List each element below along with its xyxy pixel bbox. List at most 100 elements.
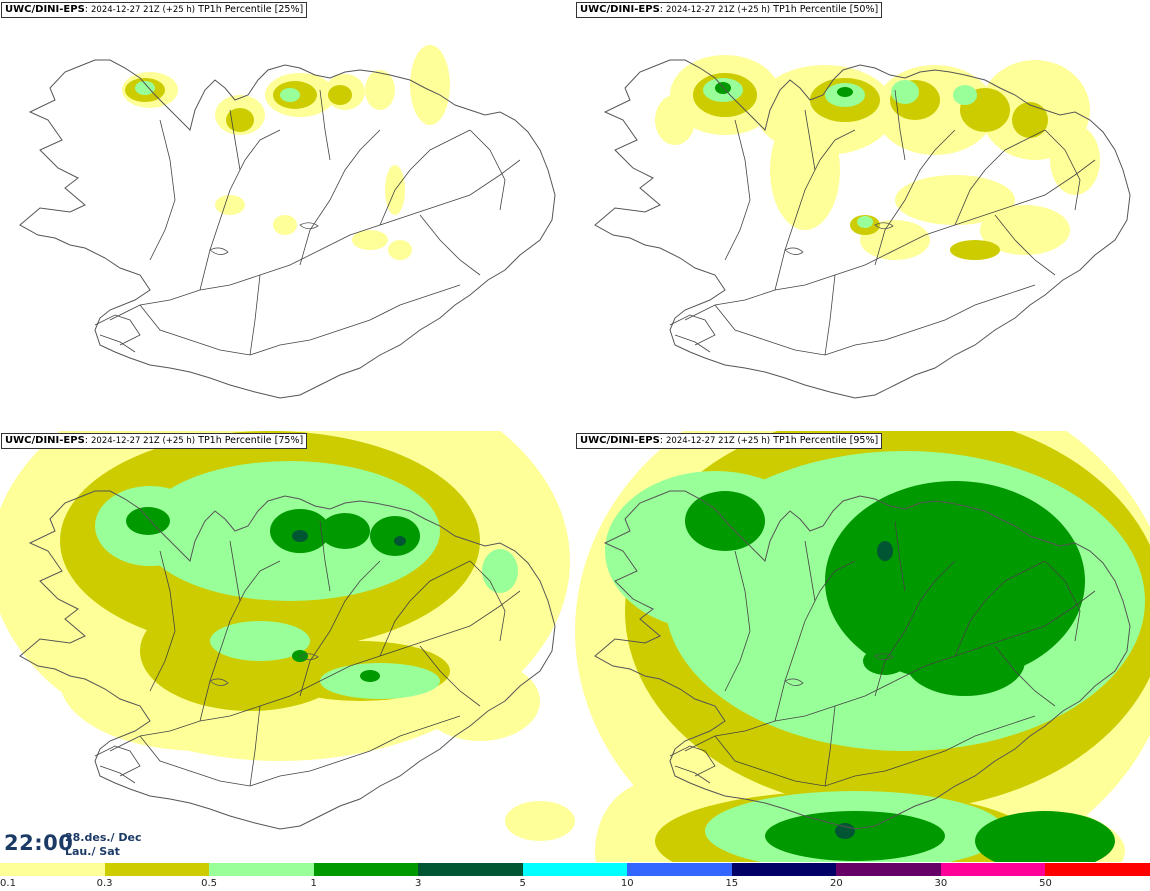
color-legend: 0.1 0.3 0.5 1 3 5 10 15 20 30 50 [0,863,1150,891]
coastline [594,490,1131,830]
road-line [714,284,1036,356]
road-line [379,560,471,657]
road-line [669,314,716,346]
precip-green-area [975,811,1115,862]
precip-yellow-area [655,95,695,145]
precip-green-area [765,811,945,861]
road-line [249,705,261,787]
legend-label: 0.1 [0,878,16,889]
precip-lightgreen-area [891,80,919,104]
map-p25 [19,45,556,399]
road-line [894,520,906,592]
road-line [379,129,471,226]
model-name: UWC/DINI-EPS [5,435,85,446]
precip-lightgreen-area [755,621,855,701]
road-line [724,550,751,692]
precip-darkgreen-area [292,530,308,542]
valid-time-box: 22:00 28.des./ Dec Lau./ Sat [0,825,150,863]
road-line [319,520,331,592]
precip-green-area [715,82,731,94]
road-line [319,89,331,161]
precip-lightgreen-area [605,471,825,631]
precip-field [655,55,1100,260]
precip-darkgreen-area [835,823,855,839]
map-p95 [575,431,1150,862]
road-line [149,119,176,261]
legend-label: 50 [1039,878,1052,889]
field-name: TP1h Percentile [50%] [773,4,879,15]
road-line [109,590,521,752]
coastline [19,490,556,830]
legend-label: 5 [519,878,526,889]
legend-label: 30 [934,878,948,889]
legend-colorbar [0,863,1150,876]
road-line [994,214,1056,276]
legend-label: 3 [414,878,422,889]
precip-darkgreen-area [877,541,893,561]
precip-yellow-area [895,175,1015,225]
precip-yellow-area [352,230,388,250]
road-line [724,119,751,261]
lake-outline [784,678,804,686]
valid-time: 22:00 [4,831,74,855]
road-line [469,129,506,211]
road-line [674,334,711,353]
precip-lightgreen-area [320,663,440,699]
precip-green-area [370,516,420,556]
panel-p75: UWC/DINI-EPS: 2024-12-27 21Z (+25 h) TP1… [0,431,575,862]
legend-label: 20 [829,878,843,889]
model-name: UWC/DINI-EPS [5,4,85,15]
road-line [669,745,716,777]
road-line [249,274,261,356]
precip-field [575,431,1150,862]
lake-outline [299,222,319,230]
road-line [674,765,711,784]
field-name: TP1h Percentile [95%] [773,435,879,446]
valid-day: Lau./ Sat [65,845,120,858]
lake-outline [209,247,229,255]
legend-label: 0.5 [201,878,218,889]
legend-swatch [209,863,314,876]
panel-p95: UWC/DINI-EPS: 2024-12-27 21Z (+25 h) TP1… [575,431,1150,862]
precip-lightgreen-area [210,621,310,661]
run-time: 2024-12-27 21Z (+25 h) [91,5,196,15]
map-p75 [0,431,575,841]
road-line [824,705,836,787]
legend-swatch [731,863,837,876]
road-line [1044,560,1081,642]
run-time: 2024-12-27 21Z (+25 h) [666,436,771,446]
road-line [94,314,141,346]
legend-swatch [940,863,1046,876]
road-line [139,715,461,787]
precip-lightgreen-area [482,549,518,593]
precip-yellow-area [273,215,297,235]
panel-header: UWC/DINI-EPS: 2024-12-27 21Z (+25 h) TP1… [1,433,308,449]
lake-outline [299,653,319,661]
panel-p25: UWC/DINI-EPS: 2024-12-27 21Z (+25 h) TP1… [0,0,575,431]
precip-green-area [360,670,380,682]
precip-yellow-area [1050,125,1100,195]
model-name: UWC/DINI-EPS [580,435,660,446]
road-line [99,334,136,353]
road-line [684,159,1096,321]
precip-yellow-area [410,45,450,125]
road-line [824,274,836,356]
precip-green-area [837,87,853,97]
precip-yellow-area [215,195,245,215]
road-line [419,214,481,276]
road-line [469,560,506,642]
legend-swatch [0,863,105,876]
road-line [804,540,816,602]
precip-yellow-area [505,801,575,841]
road-line [229,109,241,171]
legend-swatch [418,863,523,876]
road-line [714,715,1036,787]
panel-header: UWC/DINI-EPS: 2024-12-27 21Z (+25 h) TP1… [576,2,883,18]
lake-outline [784,247,804,255]
lake-outline [209,678,229,686]
precip-lightgreen-area [135,81,155,95]
precip-yellow-area [770,110,840,230]
road-line [684,590,1096,752]
run-time: 2024-12-27 21Z (+25 h) [91,436,196,446]
field-name: TP1h Percentile [25%] [198,4,304,15]
